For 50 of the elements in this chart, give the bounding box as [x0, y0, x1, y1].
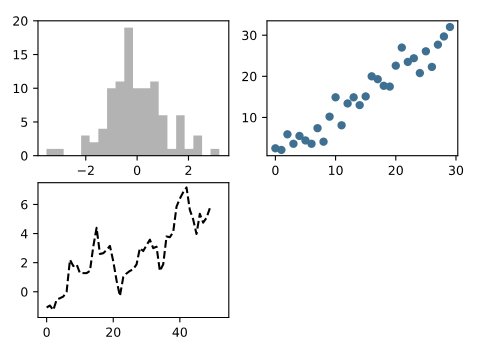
- x-tick-label: 20: [106, 327, 120, 337]
- point: [319, 138, 328, 146]
- point: [440, 32, 448, 41]
- x-tick-label: 20: [388, 166, 403, 176]
- point: [277, 146, 286, 154]
- y-tick-label: 2: [21, 258, 28, 268]
- point: [404, 58, 412, 66]
- x-tick-label: 0: [272, 166, 279, 176]
- x-tick-label: 10: [329, 166, 343, 176]
- y-tick-label: 20: [13, 16, 28, 26]
- x-tick-label: 0: [134, 166, 140, 176]
- point: [392, 61, 400, 70]
- point: [386, 82, 394, 91]
- y-tick-label: 10: [242, 112, 256, 122]
- y-tick-label: 20: [242, 72, 256, 82]
- point: [398, 43, 406, 52]
- y-tick-label: 5: [21, 118, 28, 127]
- y-tick-label: 0: [21, 287, 28, 297]
- y-tick-label: 15: [14, 50, 28, 60]
- point: [446, 22, 454, 32]
- point: [422, 47, 430, 56]
- y-tick-label: 0: [21, 151, 28, 161]
- point: [428, 62, 436, 72]
- line-series: [46, 186, 211, 312]
- point: [289, 140, 298, 148]
- point: [416, 68, 424, 78]
- y-tick-label: 30: [242, 30, 256, 40]
- point: [283, 130, 292, 138]
- y-tick-label: 4: [20, 229, 28, 238]
- y-tick-label: 6: [21, 200, 28, 210]
- point: [349, 93, 358, 102]
- point: [325, 112, 334, 121]
- point: [374, 75, 382, 84]
- x-tick-label: 30: [448, 166, 464, 176]
- point: [337, 121, 346, 130]
- x-tick-label: 40: [172, 327, 187, 337]
- point: [313, 124, 322, 132]
- point: [295, 132, 304, 140]
- point: [434, 40, 442, 49]
- y-tick-label: 10: [14, 84, 28, 94]
- point: [362, 92, 370, 101]
- point: [331, 93, 340, 102]
- x-tick-label: 0: [43, 327, 50, 337]
- x-tick-label: 2: [185, 166, 192, 175]
- point: [355, 100, 364, 110]
- point: [307, 140, 316, 148]
- x-tick-label: −2: [78, 166, 94, 175]
- point: [301, 136, 310, 145]
- point: [343, 99, 352, 108]
- point: [410, 54, 418, 62]
